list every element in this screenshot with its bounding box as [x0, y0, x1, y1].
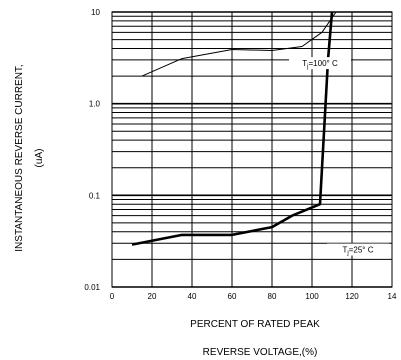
series-annotation: Tj=25° C [342, 246, 373, 257]
y-tick-label: 0.1 [89, 191, 101, 200]
x-tick-label: 60 [228, 292, 237, 301]
x-tick-label: 0 [110, 292, 115, 301]
label-layer: 0 20 40 60 80 100 120 14 0.01 0.1 1.0 10 PERCENT OF … [14, 8, 397, 358]
y-tick-label: 10 [91, 8, 100, 17]
series-line [131, 11, 334, 246]
annotation-bg [327, 243, 389, 256]
series-line [141, 11, 337, 77]
y-tick-label: 1.0 [89, 100, 101, 109]
x-tick-label: 20 [148, 292, 157, 301]
annotation-bg [289, 57, 351, 70]
y-tick-label: 0.01 [84, 283, 100, 292]
series-layer [131, 11, 337, 246]
x-axis-title-line2: REVERSE VOLTAGE,(%) [203, 347, 318, 358]
x-tick-label: 120 [345, 292, 359, 301]
y-axis-title: INSTANTANEOUS REVERSE CURRENT, [14, 64, 25, 251]
x-tick-label: 40 [188, 292, 197, 301]
x-tick-label: 14 [388, 292, 397, 301]
x-tick-label: 100 [305, 292, 319, 301]
x-axis-title: PERCENT OF RATED PEAK [190, 319, 320, 330]
plot-frame [111, 11, 393, 288]
series-annotation: Tj=100° C [302, 59, 338, 70]
x-tick-label: 80 [268, 292, 277, 301]
axis-layer [111, 11, 393, 288]
y-axis-title-line2: (uA) [34, 149, 45, 168]
